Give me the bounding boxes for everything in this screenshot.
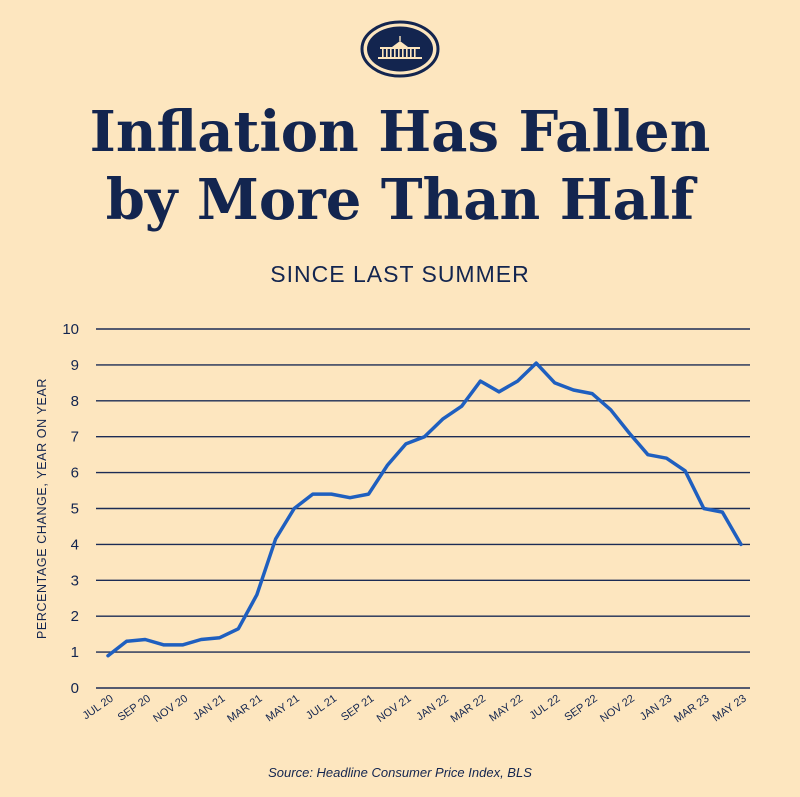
- y-tick-label: 9: [71, 357, 79, 374]
- white-house-seal-icon: [360, 20, 440, 78]
- x-tick-label: JUL 22: [527, 693, 562, 723]
- y-tick-label: 3: [71, 572, 79, 589]
- x-tick-label: MAY 22: [487, 693, 525, 725]
- x-tick-label: MAR 23: [672, 693, 711, 726]
- source-note: Source: Headline Consumer Price Index, B…: [268, 765, 532, 780]
- y-tick-label: 2: [71, 608, 79, 625]
- x-tick-label: MAR 22: [449, 693, 488, 726]
- y-tick-label: 10: [62, 321, 79, 338]
- inflation-line-chart: 0 1 2 3 4 5 6 7 8 9 10 PERCENTAGE CHANGE, YEAR ON Y…: [35, 321, 750, 726]
- title-line-1: Inflation Has Fallen: [89, 99, 711, 165]
- x-tick-label: JAN 21: [191, 693, 227, 724]
- x-tick-label: NOV 22: [598, 693, 637, 725]
- x-tick-label: SEP 20: [116, 693, 153, 724]
- x-tick-label: JAN 22: [414, 693, 450, 724]
- y-tick-label: 1: [71, 644, 79, 661]
- y-tick-label: 7: [71, 429, 79, 446]
- chart-title: Inflation Has Fallen by More Than Half: [0, 98, 800, 234]
- x-tick-label: JUL 21: [304, 693, 339, 723]
- y-tick-label: 0: [71, 680, 79, 697]
- x-tick-label: MAY 21: [264, 693, 302, 725]
- x-tick-label: JAN 23: [638, 693, 674, 724]
- title-line-2: by More Than Half: [105, 167, 695, 233]
- x-tick-label: SEP 22: [562, 693, 599, 724]
- x-tick-label: JUL 20: [81, 693, 116, 723]
- y-axis-label: PERCENTAGE CHANGE, YEAR ON YEAR: [35, 378, 49, 639]
- chart-subtitle: SINCE LAST SUMMER: [270, 261, 530, 287]
- x-tick-label: MAY 23: [711, 693, 749, 725]
- x-tick-label: NOV 21: [375, 693, 414, 725]
- y-tick-label: 4: [71, 536, 79, 553]
- x-tick-label: MAR 21: [225, 693, 264, 726]
- x-tick-label: NOV 20: [151, 693, 190, 725]
- series-line-cpi: [106, 361, 743, 658]
- x-tick-label: SEP 21: [339, 693, 376, 724]
- y-tick-label: 5: [71, 501, 79, 518]
- y-tick-label: 8: [71, 393, 79, 410]
- y-tick-label: 6: [71, 465, 79, 482]
